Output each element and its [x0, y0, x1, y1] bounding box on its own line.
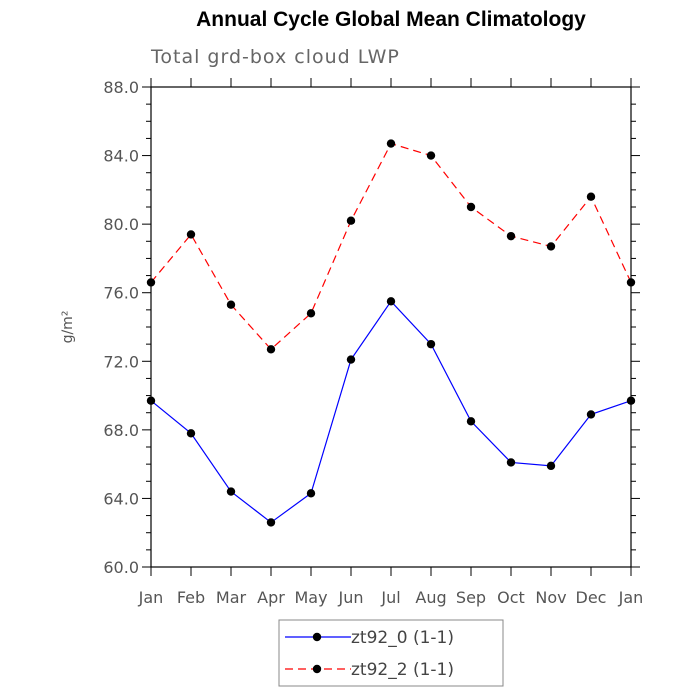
data-point [346, 216, 356, 225]
legend: zt92_0 (1-1) zt92_2 (1-1) [278, 619, 504, 687]
x-tick-label: Feb [177, 588, 205, 607]
y-tick-label: 84.0 [103, 147, 139, 166]
y-tick-label: 88.0 [103, 78, 139, 97]
x-tick-label: Jun [338, 588, 364, 607]
legend-box [278, 619, 504, 687]
axes: 60.0 64.0 68.0 72.0 76.0 80.0 84.0 88.0 Jan Feb Ma… [60, 78, 643, 607]
data-point [466, 202, 476, 212]
x-tick-label: Mar [216, 588, 247, 607]
data-point [226, 487, 236, 496]
data-point [546, 461, 556, 471]
data-point [506, 458, 516, 467]
data-point [466, 417, 476, 426]
data-point [586, 410, 596, 419]
chart-subtitle: Total grd-box cloud LWP [151, 46, 400, 68]
x-tick-label: Nov [535, 588, 566, 607]
plot-frame [150, 86, 632, 568]
series-line [150, 142, 632, 351]
series-0 [146, 297, 636, 527]
x-tick-label: Jul [380, 588, 400, 607]
y-tick-label: 72.0 [103, 352, 139, 371]
data-point [306, 309, 316, 318]
y-tick-label: 80.0 [103, 215, 139, 234]
data-point [306, 489, 316, 498]
legend-marker [312, 664, 322, 674]
series-line [150, 300, 632, 524]
data-point [626, 396, 636, 405]
x-tick-label: May [294, 588, 327, 607]
legend-label: zt92_0 (1-1) [351, 628, 454, 648]
data-point [146, 396, 156, 405]
data-point [386, 139, 396, 148]
x-tick-label: Jan [138, 588, 164, 607]
legend-entry: zt92_2 (1-1) [285, 660, 454, 680]
x-tick-label: Aug [415, 588, 446, 607]
series-1 [146, 139, 636, 354]
x-tick-label: Jan [618, 588, 644, 607]
y-tick-label: 76.0 [103, 284, 139, 303]
data-point [346, 355, 356, 364]
legend-marker [312, 632, 322, 642]
legend-entry: zt92_0 (1-1) [285, 628, 454, 648]
data-point [146, 278, 156, 287]
x-tick-label: Oct [497, 588, 525, 607]
data-point [546, 242, 556, 251]
y-tick-label: 68.0 [103, 421, 139, 440]
data-point [426, 151, 436, 160]
data-point [386, 297, 396, 306]
data-point [266, 345, 276, 354]
data-point [626, 278, 636, 287]
legend-label: zt92_2 (1-1) [351, 660, 454, 680]
x-tick-label: Dec [576, 588, 607, 607]
y-axis-label: g/m² [60, 311, 76, 344]
data-point [226, 300, 236, 309]
data-point [266, 518, 276, 527]
data-point [506, 231, 516, 241]
data-point [186, 230, 196, 239]
chart-title: Annual Cycle Global Mean Climatology [196, 8, 586, 31]
series-layer [146, 139, 636, 527]
y-tick-label: 64.0 [103, 489, 139, 508]
data-point [186, 429, 196, 438]
x-tick-label: Apr [257, 588, 285, 607]
data-point [426, 339, 436, 349]
data-point [586, 192, 596, 201]
x-tick-label: Sep [456, 588, 486, 607]
y-tick-label: 60.0 [103, 558, 139, 577]
